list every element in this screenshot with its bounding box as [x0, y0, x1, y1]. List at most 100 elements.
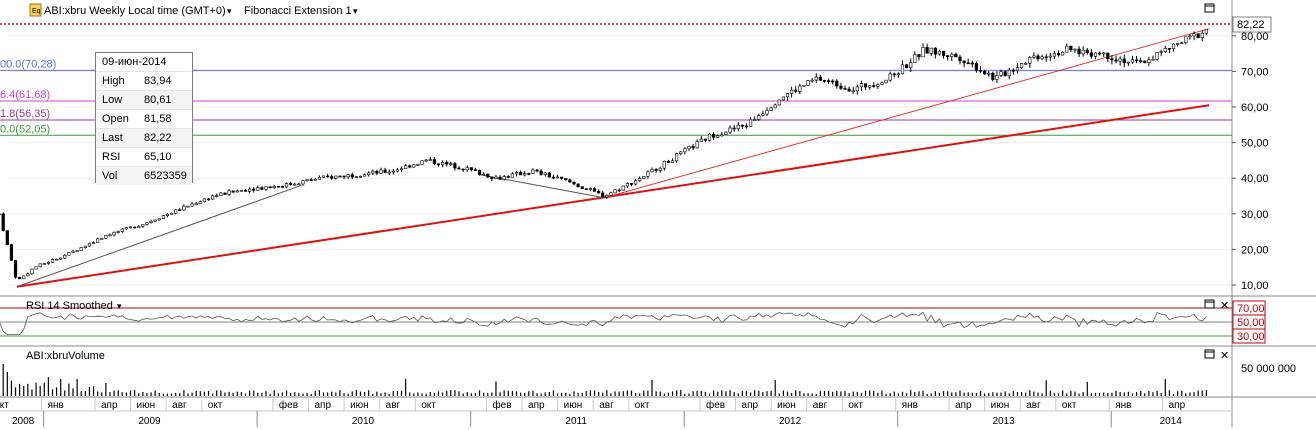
candle-body: [840, 86, 843, 88]
candle-body: [27, 274, 30, 276]
month-label: янв: [902, 400, 918, 411]
price-tick-label: 40,00: [1241, 173, 1269, 185]
candle-body: [942, 51, 945, 55]
candle-body: [269, 187, 272, 188]
candle-body: [934, 48, 937, 54]
candle-body: [84, 246, 87, 247]
rsi-title[interactable]: RSI 14 Smoothed: [26, 300, 113, 312]
candle-body: [528, 173, 531, 174]
study-label[interactable]: Fibonacci Extension 1: [244, 5, 352, 17]
rsi-dropdown-icon[interactable]: ▾: [117, 301, 122, 311]
rsi-close-icon[interactable]: ✕: [1220, 300, 1229, 312]
tooltip-key: Vol: [96, 167, 144, 185]
month-label: апр: [101, 400, 118, 411]
candle-body: [585, 189, 588, 190]
candle-body: [1131, 60, 1134, 62]
month-label: окт: [1062, 400, 1077, 411]
candle-body: [248, 189, 251, 191]
candle-body: [1070, 46, 1073, 50]
candle-body: [277, 186, 280, 187]
candle-body: [31, 269, 34, 274]
candle-body: [663, 161, 666, 168]
year-label: 2009: [138, 416, 161, 427]
candle-body: [987, 73, 990, 74]
candle-body: [597, 191, 600, 193]
month-label: окт: [208, 400, 223, 411]
month-label: янв: [48, 400, 64, 411]
candle-body: [696, 142, 699, 148]
candle-body: [922, 47, 925, 57]
candle-body: [240, 190, 243, 191]
year-label: 2014: [1160, 416, 1183, 427]
candle-body: [343, 176, 346, 177]
candle-body: [35, 267, 38, 269]
candle-body: [848, 89, 851, 91]
symbol-dropdown-icon[interactable]: ▾: [227, 6, 232, 16]
candle-body: [1135, 60, 1138, 61]
candle-body: [1193, 34, 1196, 36]
candle-body: [1156, 52, 1159, 59]
candle-body: [959, 57, 962, 61]
candle-body: [766, 110, 769, 113]
tooltip-value: 6523359: [144, 167, 192, 185]
candle-body: [1049, 56, 1052, 57]
candle-body: [638, 179, 641, 181]
candle-body: [466, 168, 469, 170]
price-tick-label: 30,00: [1241, 209, 1269, 221]
candle-body: [125, 228, 128, 229]
candle-body: [400, 169, 403, 170]
candle-body: [322, 176, 325, 177]
candle-body: [926, 47, 929, 53]
candle-body: [1020, 64, 1023, 68]
candle-body: [1065, 46, 1068, 52]
candle-body: [425, 160, 428, 161]
candle-body: [1139, 61, 1142, 62]
price-tick-label: 70,00: [1241, 66, 1269, 78]
month-label: июн: [137, 400, 156, 411]
candle-body: [170, 213, 173, 214]
candle-body: [1123, 59, 1126, 63]
candle-body: [675, 154, 678, 161]
month-label: апр: [315, 400, 332, 411]
candle-body: [688, 146, 691, 148]
candle-body: [852, 91, 855, 92]
symbol-label[interactable]: ABI:xbru Weekly Local time (GMT+0): [44, 5, 226, 17]
study-dropdown-icon[interactable]: ▾: [353, 6, 358, 16]
candle-body: [885, 80, 888, 83]
candle-body: [679, 152, 682, 154]
candle-body: [109, 235, 112, 236]
tooltip-key: Last: [96, 129, 144, 147]
candle-body: [1115, 60, 1118, 61]
candle-body: [499, 177, 502, 179]
candle-body: [257, 188, 260, 191]
candle-body: [1201, 33, 1204, 37]
candle-body: [285, 183, 288, 187]
candle-body: [515, 172, 518, 173]
month-label: окт: [0, 400, 9, 411]
candle-body: [950, 54, 953, 56]
candle-body: [88, 243, 91, 246]
candle-body: [146, 223, 149, 225]
tooltip-date: 09-июн-2014: [96, 53, 192, 71]
candle-body: [408, 166, 411, 167]
candle-body: [1189, 36, 1192, 37]
candle-body: [868, 86, 871, 88]
candle-body: [117, 231, 120, 232]
candle-body: [1180, 43, 1183, 44]
candle-body: [14, 260, 17, 277]
candle-body: [753, 120, 756, 121]
volume-close-icon[interactable]: ✕: [1220, 350, 1229, 362]
candle-body: [1074, 49, 1077, 50]
tooltip-key: Open: [96, 110, 144, 128]
candle-body: [651, 169, 654, 171]
candle-body: [881, 83, 884, 85]
tooltip-value: 81,58: [144, 110, 192, 128]
candle-body: [918, 54, 921, 56]
candle-body: [794, 90, 797, 91]
candle-body: [367, 173, 370, 175]
candle-body: [191, 204, 194, 206]
candle-body: [22, 276, 25, 279]
candle-body: [581, 187, 584, 189]
